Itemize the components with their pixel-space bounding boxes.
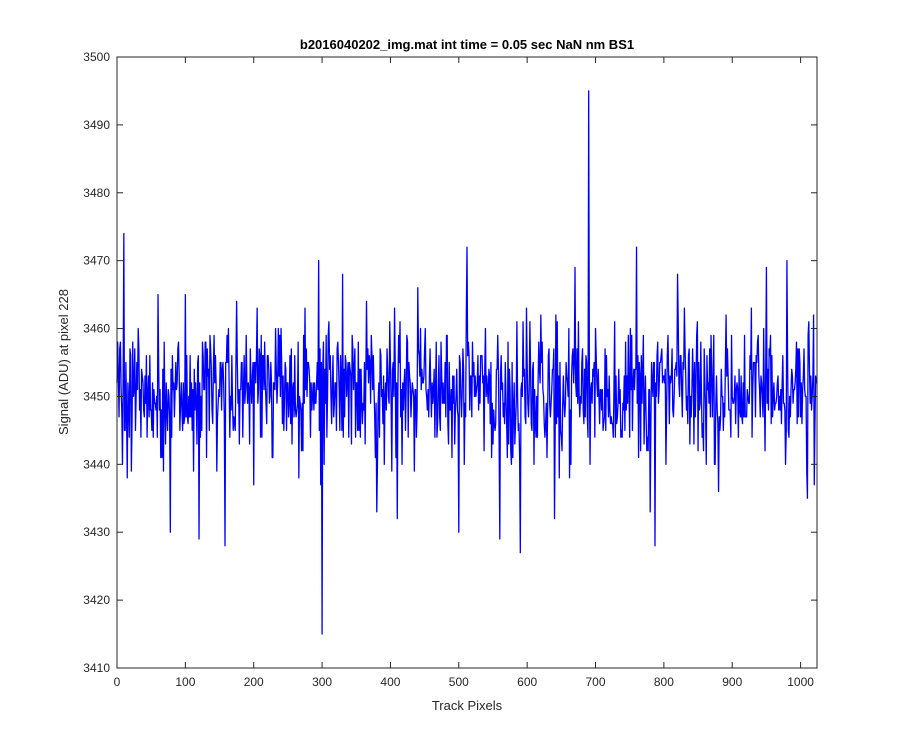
y-axis-label: Signal (ADU) at pixel 228 (56, 289, 71, 435)
x-tick-label: 900 (722, 675, 742, 689)
y-tick-label: 3410 (83, 661, 110, 675)
y-tick-label: 3440 (83, 457, 110, 471)
y-tick-label: 3430 (83, 525, 110, 539)
plot-frame (116, 56, 818, 669)
y-tick-label: 3460 (83, 322, 110, 336)
y-tick-label: 3420 (83, 593, 110, 607)
x-tick-label: 500 (449, 675, 469, 689)
series-line (116, 90, 817, 635)
x-tick-label: 800 (654, 675, 674, 689)
y-tick-label: 3480 (83, 186, 110, 200)
x-tick-label: 1000 (787, 675, 814, 689)
x-axis-label: Track Pixels (432, 698, 503, 713)
y-tick-label: 3500 (83, 50, 110, 64)
y-tick-label: 3450 (83, 389, 110, 403)
x-tick-label: 400 (380, 675, 400, 689)
x-tick-label: 700 (586, 675, 606, 689)
y-tick-label: 3490 (83, 118, 110, 132)
x-tick-label: 0 (114, 675, 121, 689)
series-layer (116, 90, 817, 635)
chart-title: b2016040202_img.mat int time = 0.05 sec … (300, 37, 634, 52)
x-tick-label: 200 (244, 675, 264, 689)
y-axis-ticks: 3410 3420 3430 3440 3450 3460 3470 3480 3490 3500 (83, 50, 817, 675)
x-axis-ticks: 0 100 200 300 400 500 600 700 800 900 1000 (114, 57, 814, 689)
x-tick-label: 600 (517, 675, 537, 689)
x-tick-label: 300 (312, 675, 332, 689)
y-tick-label: 3470 (83, 254, 110, 268)
x-tick-label: 100 (175, 675, 195, 689)
